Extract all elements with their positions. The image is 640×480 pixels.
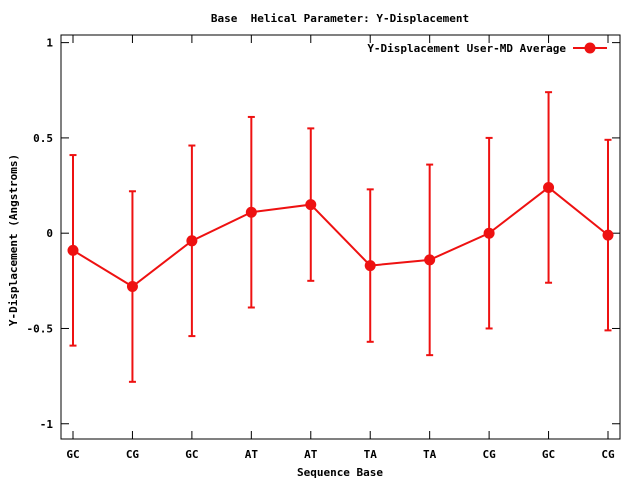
x-tick-label: CG bbox=[126, 448, 140, 461]
y-axis: 1 0.5 0 -0.5 -1 bbox=[27, 37, 620, 431]
x-tick-label: AT bbox=[304, 448, 318, 461]
chart-title: Base Helical Parameter: Y-Displacement bbox=[211, 12, 469, 25]
x-tick-label: GC bbox=[66, 448, 79, 461]
x-tick-label: AT bbox=[245, 448, 259, 461]
x-tick-label: GC bbox=[185, 448, 198, 461]
series-line bbox=[72, 186, 609, 288]
x-axis-label: Sequence Base bbox=[297, 466, 383, 479]
legend-marker bbox=[584, 42, 596, 54]
data-point bbox=[424, 254, 436, 266]
x-tick-label: TA bbox=[423, 448, 437, 461]
y-tick-label: -0.5 bbox=[27, 322, 54, 335]
data-point bbox=[543, 181, 555, 193]
x-axis: GC CG GC AT AT TA TA CG GC CG bbox=[66, 35, 615, 461]
data-point bbox=[364, 260, 376, 272]
x-tick-label: TA bbox=[364, 448, 378, 461]
x-tick-label: GC bbox=[542, 448, 555, 461]
x-tick-label: CG bbox=[482, 448, 496, 461]
y-tick-label: 0 bbox=[46, 227, 53, 240]
y-tick-label: -1 bbox=[40, 418, 54, 431]
data-point bbox=[602, 229, 614, 241]
y-tick-label: 1 bbox=[46, 37, 53, 50]
data-point bbox=[126, 281, 138, 293]
x-tick-label: CG bbox=[601, 448, 615, 461]
legend-label: Y-Displacement User-MD Average bbox=[367, 42, 566, 55]
data-point bbox=[245, 206, 257, 218]
y-axis-label: Y-Displacement (Angstroms) bbox=[7, 154, 20, 326]
data-point bbox=[186, 235, 198, 247]
data-point bbox=[67, 244, 79, 256]
data-point bbox=[305, 199, 317, 211]
plot-frame bbox=[60, 34, 621, 440]
series-layer bbox=[67, 91, 614, 383]
legend: Y-Displacement User-MD Average bbox=[367, 42, 607, 55]
data-point bbox=[483, 227, 495, 239]
y-tick-label: 0.5 bbox=[33, 132, 53, 145]
